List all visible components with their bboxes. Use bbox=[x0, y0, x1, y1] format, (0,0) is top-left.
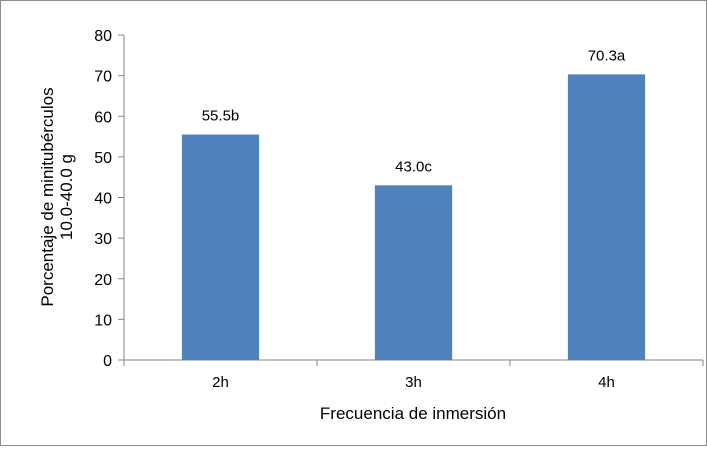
bars bbox=[181, 74, 646, 360]
y-axis: 0 10 20 30 40 50 60 70 80 bbox=[94, 28, 125, 370]
x-axis: 2h 3h 4h bbox=[123, 359, 704, 391]
data-label: 70.3a bbox=[588, 47, 626, 64]
y-axis-title-line-2: 10.0-40.0 g bbox=[57, 154, 76, 240]
y-tick-label: 30 bbox=[94, 231, 112, 248]
y-tick-label: 60 bbox=[94, 109, 112, 126]
y-axis-title-line-1: Porcentaje de minitubérculos bbox=[38, 87, 57, 306]
y-tick-label: 10 bbox=[94, 312, 112, 329]
y-tick-label: 0 bbox=[103, 353, 112, 370]
y-tick-label: 80 bbox=[94, 28, 112, 45]
y-tick-label: 70 bbox=[94, 69, 112, 86]
bar-2h bbox=[181, 134, 260, 360]
x-tick-label: 3h bbox=[405, 374, 422, 391]
y-tick-label: 20 bbox=[94, 272, 112, 289]
data-label: 55.5b bbox=[202, 108, 240, 125]
x-axis-title: Frecuencia de inmersión bbox=[320, 404, 506, 423]
y-axis-title: Porcentaje de minitubérculos 10.0-40.0 g bbox=[38, 87, 76, 306]
bar-4h bbox=[567, 74, 646, 360]
x-tick-label: 2h bbox=[212, 374, 229, 391]
bar-3h bbox=[374, 185, 453, 360]
data-label: 43.0c bbox=[395, 158, 432, 175]
data-labels: 55.5b 43.0c 70.3a bbox=[202, 47, 626, 175]
y-tick-label: 50 bbox=[94, 150, 112, 167]
x-tick-label: 4h bbox=[598, 374, 615, 391]
y-tick-label: 40 bbox=[94, 191, 112, 208]
